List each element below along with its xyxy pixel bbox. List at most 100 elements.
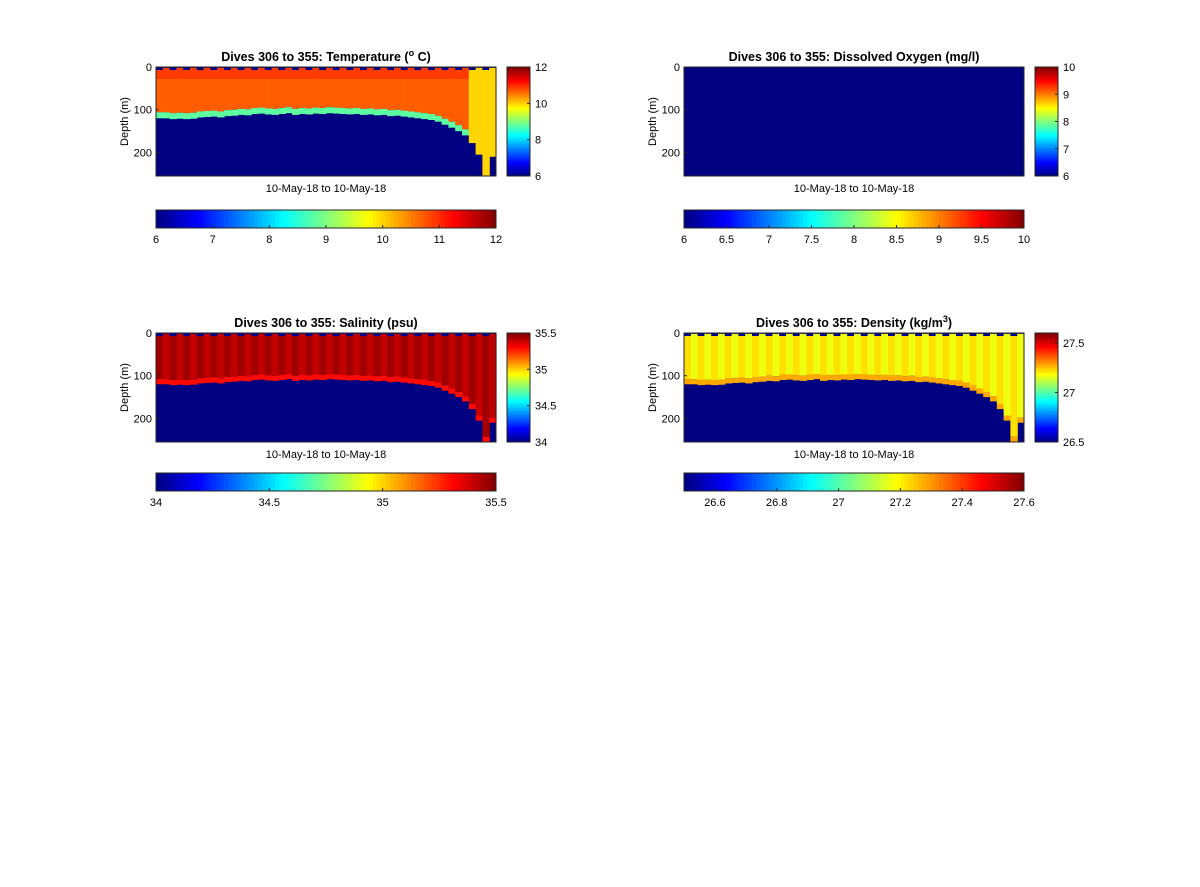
- bottom-colorbar-band: [385, 473, 391, 491]
- heatmap-cell: [935, 333, 943, 379]
- side-colorbar-band: [1035, 159, 1058, 162]
- heatmap-cell: [332, 67, 341, 79]
- bottom-colorbar-band: [398, 473, 403, 491]
- bottom-colorbar-band: [368, 473, 374, 491]
- bottom-colorbar-band: [190, 210, 195, 228]
- heatmap-cell: [428, 333, 436, 381]
- side-colorbar-band: [1035, 154, 1058, 157]
- side-colorbar-band: [507, 114, 530, 117]
- bottom-colorbar-band: [453, 473, 459, 491]
- surface-strip-cell: [820, 333, 827, 336]
- heatmap-cell: [373, 333, 381, 377]
- axes-frame: [683, 66, 1025, 177]
- heatmap-cell: [176, 112, 184, 119]
- side-colorbar-label: 35: [535, 364, 547, 376]
- heatmap-cell: [366, 375, 375, 381]
- side-colorbar-band: [507, 157, 530, 161]
- bottom-colorbar-band: [245, 473, 250, 491]
- heatmap-cell: [203, 78, 211, 112]
- heatmap-cell: [190, 333, 198, 380]
- side-colorbar-band: [507, 166, 530, 170]
- heatmap-cell: [711, 333, 719, 381]
- side-colorbar-band: [1035, 374, 1058, 378]
- bottom-colorbar-band: [394, 210, 399, 228]
- heatmap-cell: [455, 391, 463, 398]
- bottom-colorbar-band: [828, 473, 834, 491]
- heatmap-cell: [251, 67, 259, 79]
- bottom-colorbar-band: [1011, 210, 1016, 228]
- side-colorbar-band: [507, 425, 530, 428]
- x-axis-label: 10-May-18 to 10-May-18: [266, 183, 386, 195]
- surface-strip-cell: [278, 67, 286, 70]
- bottom-colorbar-band: [769, 473, 774, 491]
- side-colorbar-band: [1035, 94, 1058, 97]
- side-colorbar-band: [507, 427, 530, 430]
- bottom-colorbar-band: [326, 473, 331, 491]
- bottom-colorbar-band: [803, 473, 808, 491]
- heatmap-cell: [434, 115, 443, 122]
- bottom-colorbar-band: [428, 210, 433, 228]
- bottom-colorbar-band: [756, 210, 761, 228]
- heatmap-cell: [441, 67, 449, 79]
- heatmap-cell: [326, 78, 334, 108]
- surface-strip-cell: [711, 333, 718, 336]
- heatmap-cell: [976, 388, 984, 394]
- heatmap-cell: [183, 67, 191, 79]
- heatmap-cell: [421, 333, 429, 381]
- bottom-colorbar-band: [313, 210, 318, 228]
- side-colorbar-band: [507, 145, 530, 148]
- bottom-colorbar-band: [815, 210, 821, 228]
- bottom-colorbar-band: [875, 210, 880, 228]
- surface-strip-cell: [237, 333, 245, 336]
- heatmap-cell: [983, 391, 991, 398]
- bottom-colorbar-band: [1002, 473, 1008, 491]
- heatmap-cell: [176, 333, 184, 380]
- side-colorbar-band: [507, 345, 530, 349]
- bottom-colorbar-band: [181, 473, 187, 491]
- side-colorbar-band: [1035, 72, 1058, 75]
- bottom-colorbar-band: [241, 473, 246, 491]
- bottom-colorbar-band: [389, 473, 395, 491]
- bottom-colorbar-band: [743, 473, 749, 491]
- heatmap-cell: [407, 67, 415, 79]
- bottom-colorbar-band: [347, 210, 352, 228]
- bottom-colorbar-band: [807, 210, 812, 228]
- heatmap-cell: [441, 118, 449, 125]
- bottom-colorbar-band: [709, 210, 715, 228]
- bottom-colorbar-band: [185, 473, 191, 491]
- heatmap-cell: [326, 67, 334, 79]
- side-colorbar-band: [1035, 170, 1058, 173]
- bottom-colorbar-band: [487, 473, 493, 491]
- heatmap-cell: [156, 333, 164, 380]
- surface-strip-cell: [482, 333, 490, 336]
- bottom-colorbar-label: 8: [851, 234, 857, 246]
- heatmap-cell: [758, 333, 767, 377]
- heatmap-cell: [738, 377, 746, 383]
- bottom-colorbar-label: 27: [832, 497, 844, 509]
- surface-strip-cell: [292, 67, 299, 70]
- side-colorbar-band: [507, 128, 530, 132]
- title-superscript: 3: [943, 314, 948, 324]
- heatmap-cell: [210, 377, 218, 383]
- heatmap-cell: [176, 78, 184, 113]
- bottom-colorbar-band: [436, 473, 442, 491]
- bottom-colorbar-band: [684, 473, 689, 491]
- heatmap-cell: [366, 333, 375, 376]
- bottom-colorbar-band: [820, 473, 825, 491]
- heatmap-cell: [217, 78, 225, 112]
- heatmap-cell: [468, 403, 477, 410]
- bottom-colorbar-band: [926, 210, 931, 228]
- heatmap-cell: [217, 67, 225, 79]
- heatmap-cell: [874, 333, 882, 376]
- heatmap-cell: [434, 382, 443, 388]
- heatmap-cell: [162, 67, 171, 79]
- side-colorbar-band: [1035, 434, 1058, 438]
- heatmap-cell: [326, 333, 334, 375]
- bottom-colorbar-band: [321, 210, 327, 228]
- heatmap-cell: [292, 78, 300, 109]
- heatmap-cell: [922, 376, 930, 382]
- bottom-colorbar-band: [487, 210, 493, 228]
- heatmap-cell: [414, 379, 422, 385]
- bottom-colorbar-band: [854, 210, 859, 228]
- bottom-colorbar-band: [270, 210, 276, 228]
